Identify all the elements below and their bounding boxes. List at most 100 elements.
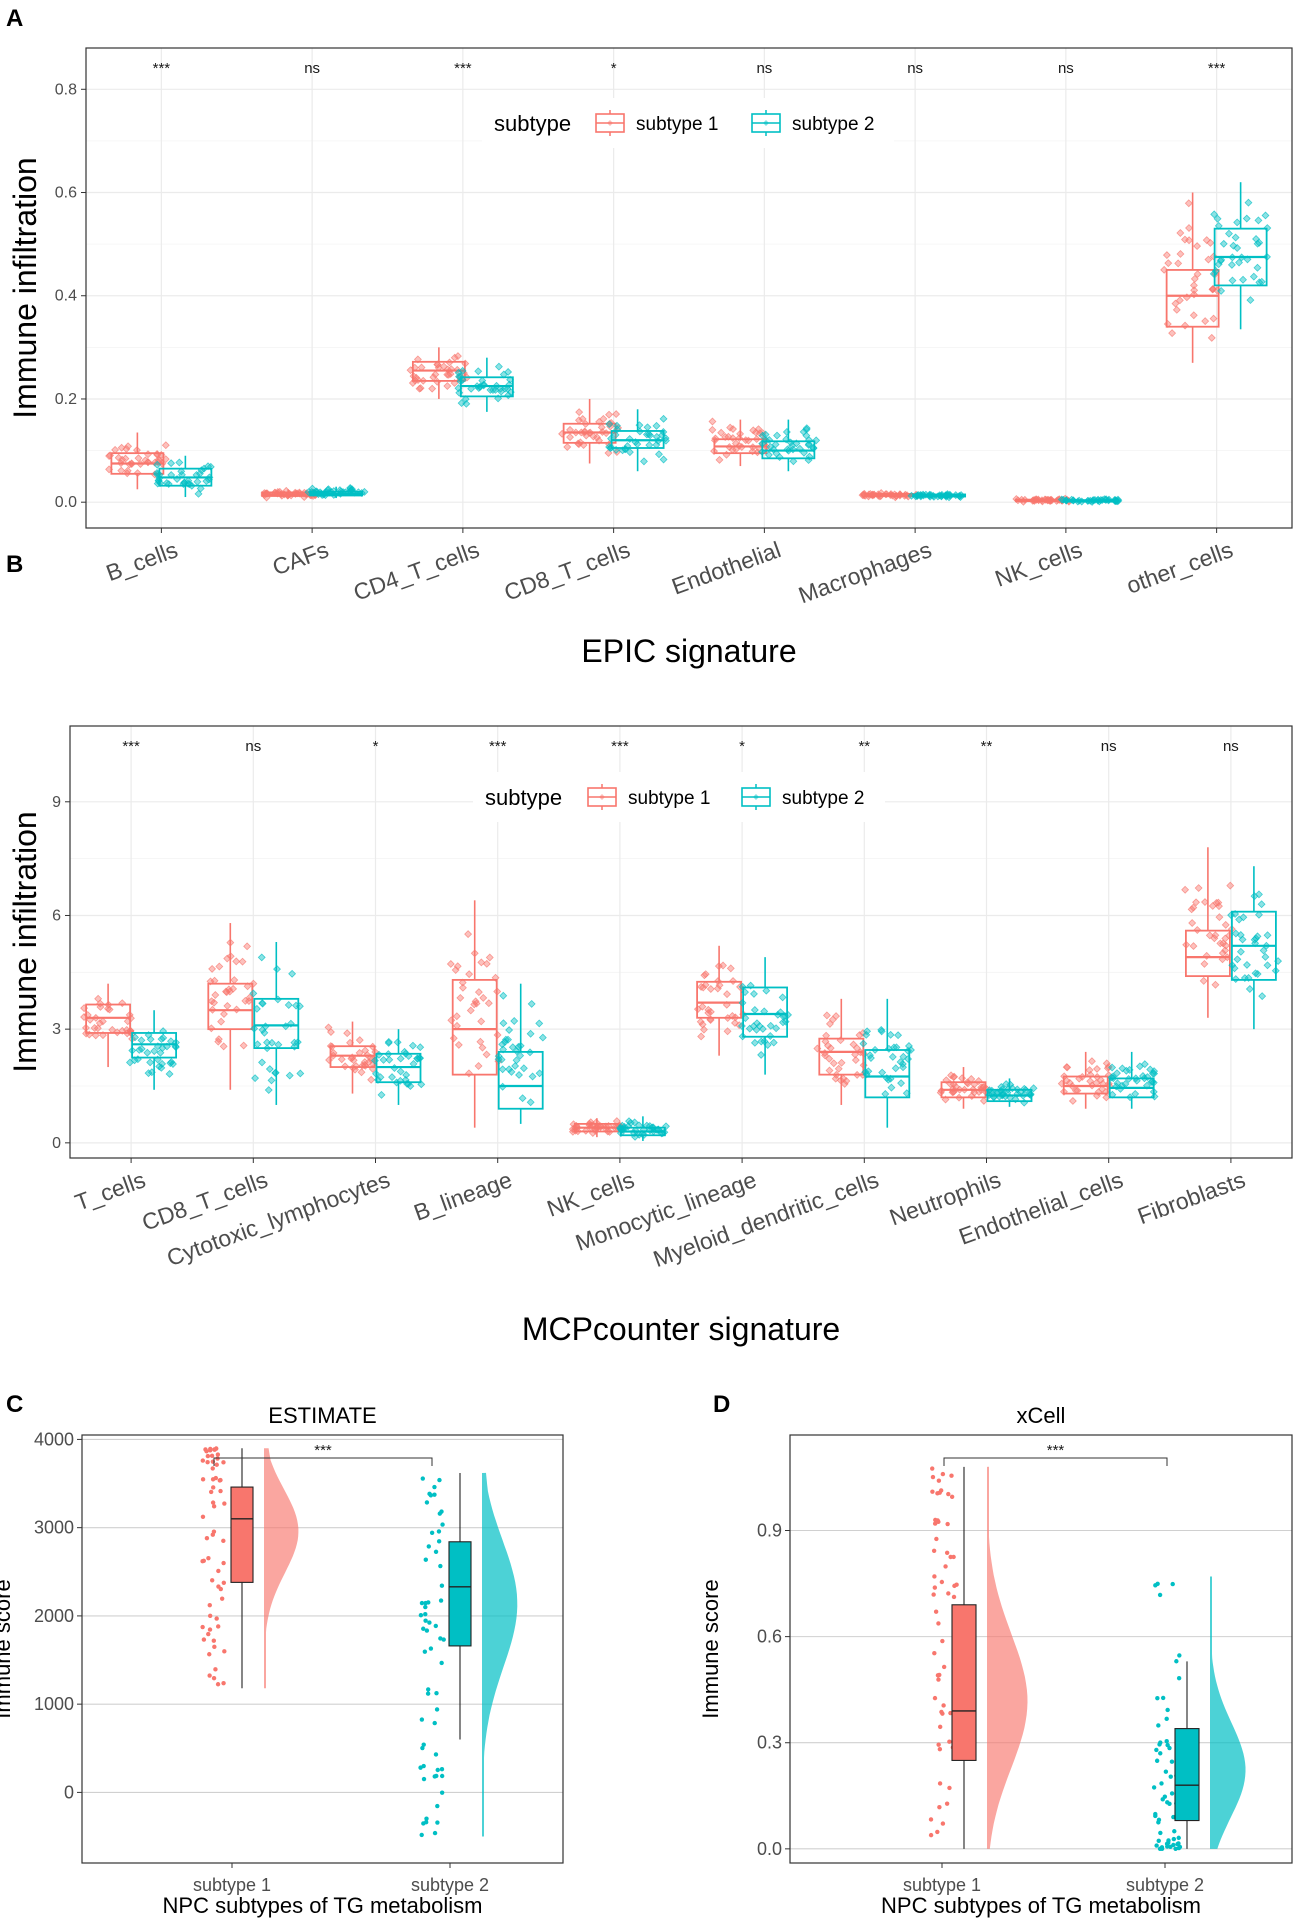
panel-b-significance-labels: *** ns * *** *** * ** ** ns ns (122, 738, 1238, 755)
data-point (167, 459, 176, 468)
data-point (761, 430, 770, 439)
panel-a-boxes (105, 182, 1272, 506)
data-point (396, 1054, 405, 1063)
data-point (1162, 251, 1171, 260)
data-point (928, 1817, 934, 1822)
data-point (951, 1594, 957, 1600)
data-point (214, 1616, 219, 1621)
data-point (802, 431, 811, 440)
data-point (749, 989, 758, 998)
data-point (1085, 1066, 1094, 1075)
data-point (482, 1050, 491, 1059)
data-point (949, 1473, 954, 1478)
data-point (440, 1522, 445, 1527)
data-point (1233, 244, 1242, 252)
data-point (952, 1583, 957, 1589)
panel-a-y-axis-title: Immune infiltration (7, 157, 43, 418)
data-point (937, 1746, 943, 1752)
data-point (91, 1031, 100, 1040)
data-point (1157, 1592, 1163, 1598)
data-point (1174, 1659, 1179, 1664)
panel-c-title: ESTIMATE (268, 1403, 376, 1428)
data-point (1162, 1794, 1168, 1799)
panel-d-significance-label: *** (1047, 1442, 1065, 1459)
panel-d-marks (928, 1466, 1246, 1852)
data-point (212, 1644, 217, 1650)
data-point (1236, 947, 1245, 956)
significance-label: ns (907, 60, 923, 77)
box-cytotoxic-lymphocytes-s2 (371, 1029, 426, 1105)
data-point (388, 1073, 397, 1082)
data-point (416, 1043, 425, 1052)
data-point (207, 1673, 212, 1678)
data-point (211, 1485, 216, 1490)
box-cd8-t-cells-s1 (206, 923, 258, 1090)
data-point (200, 1514, 206, 1520)
legend-title: subtype (494, 111, 571, 136)
significance-label: * (611, 60, 617, 77)
box (497, 1050, 544, 1110)
significance-label: ns (1223, 738, 1239, 755)
data-point (757, 1037, 766, 1046)
data-point (1219, 239, 1228, 248)
box (951, 1604, 977, 1761)
data-point (143, 458, 152, 467)
data-point (939, 1579, 945, 1585)
box-fibroblasts-s1 (1181, 847, 1236, 1018)
data-point (943, 1564, 948, 1569)
data-point (367, 1075, 376, 1084)
data-point (877, 1027, 886, 1036)
legend-background (473, 772, 885, 822)
box-cd4-t-cells-s2 (454, 357, 515, 412)
data-point (258, 1058, 266, 1067)
legend-label-subtype-1: subtype 1 (636, 114, 718, 135)
data-point (937, 1724, 943, 1730)
y-tick-label: 0 (64, 1782, 74, 1802)
legend-title: subtype (485, 785, 562, 810)
data-point (439, 1583, 445, 1588)
panel-a-legend: subtype subtype 1 subtype 2 (482, 98, 894, 148)
data-point (466, 1006, 475, 1015)
panel-b-y-ticks: 0 3 6 9 (52, 794, 70, 1152)
data-point (563, 443, 572, 451)
data-point (789, 457, 798, 466)
data-point (484, 999, 493, 1008)
data-point (241, 996, 250, 1005)
data-point (443, 370, 452, 379)
legend-key-point (599, 794, 605, 800)
panel-b-plot-border (69, 725, 1293, 1159)
data-point (1157, 1742, 1162, 1747)
data-point (1174, 259, 1183, 268)
data-point (497, 387, 506, 396)
data-point (215, 1456, 220, 1461)
data-point (1169, 1759, 1175, 1764)
bracket-line (943, 1457, 1168, 1466)
panel-label-c: C (6, 1391, 23, 1418)
data-point (221, 1580, 227, 1585)
data-point (1158, 1830, 1163, 1836)
data-point (165, 1069, 174, 1078)
data-point (221, 1560, 226, 1566)
legend-label-subtype-2: subtype 2 (792, 114, 874, 135)
data-point (930, 1466, 935, 1471)
data-point (696, 1017, 705, 1026)
data-point (121, 454, 130, 463)
data-point (1156, 1838, 1161, 1843)
data-point (1263, 961, 1272, 970)
data-point (476, 1037, 485, 1046)
data-point (201, 1558, 206, 1563)
data-point (1160, 1695, 1166, 1701)
data-point (515, 1070, 523, 1079)
y-tick-label: 0.0 (757, 1839, 782, 1859)
data-point (715, 981, 724, 990)
box (1165, 269, 1220, 328)
data-point (605, 420, 614, 429)
box (1174, 1728, 1200, 1822)
data-point (704, 1008, 713, 1017)
data-point (849, 1040, 858, 1049)
data-point (825, 1054, 834, 1063)
data-point (428, 384, 437, 393)
box (1185, 929, 1231, 978)
data-point (239, 1041, 248, 1050)
